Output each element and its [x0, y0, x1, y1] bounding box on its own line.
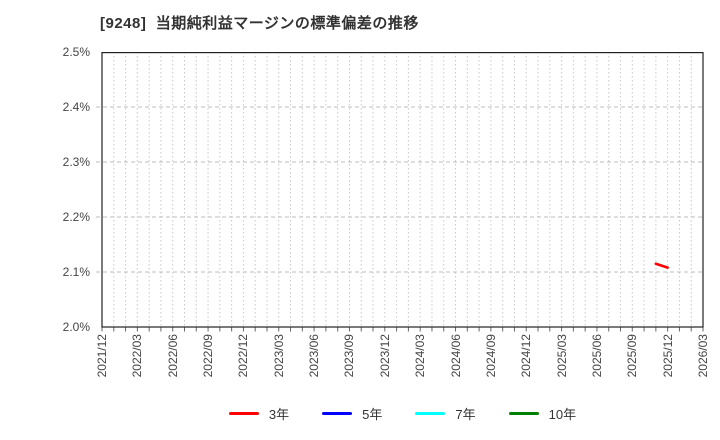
x-tick-label: 2025/06	[589, 334, 604, 378]
x-tick-label: 2025/03	[554, 334, 569, 378]
plot-area	[96, 52, 704, 332]
x-tick-label: 2023/09	[342, 334, 357, 378]
series-line-0	[654, 262, 669, 269]
x-tick-label: 2022/06	[165, 334, 180, 378]
legend: 3年 5年 7年 10年	[102, 404, 703, 422]
y-tick-label: 2.0%	[62, 320, 90, 334]
legend-line-icon	[228, 411, 259, 415]
x-tick-label: 2024/09	[483, 334, 498, 378]
legend-label: 10年	[548, 406, 577, 422]
y-tick-label: 2.3%	[62, 155, 90, 169]
x-tick-label: 2026/03	[696, 334, 710, 378]
x-tick-label: 2023/12	[377, 334, 392, 378]
x-tick-label: 2024/06	[448, 334, 463, 378]
legend-item-3年: 3年	[228, 404, 290, 423]
legend-label: 5年	[362, 406, 383, 422]
legend-item-5年: 5年	[322, 404, 382, 423]
x-tick-label: 2022/09	[201, 334, 216, 378]
y-tick-label: 2.5%	[62, 45, 90, 59]
x-tick-label: 2025/09	[625, 334, 640, 378]
y-tick-label: 2.2%	[62, 210, 90, 224]
x-tick-label: 2021/12	[95, 334, 109, 378]
legend-label: 7年	[455, 406, 476, 422]
x-tick-label: 2024/03	[413, 334, 428, 378]
legend-line-icon	[415, 411, 446, 415]
chart-title: [9248] 当期純利益マージンの標準偏差の推移	[100, 15, 419, 32]
legend-line-icon	[508, 411, 539, 415]
x-tick-label: 2023/06	[307, 334, 322, 378]
legend-item-7年: 7年	[415, 404, 476, 423]
x-tick-label: 2022/03	[130, 334, 145, 378]
y-tick-label: 2.4%	[62, 100, 90, 114]
x-tick-label: 2025/12	[660, 334, 675, 378]
x-tick-label: 2024/12	[519, 334, 534, 378]
legend-line-icon	[322, 411, 353, 415]
plot-border	[101, 52, 704, 328]
legend-item-10年: 10年	[508, 404, 577, 423]
legend-label: 3年	[268, 406, 290, 422]
x-tick-label: 2023/03	[271, 334, 286, 378]
x-tick-label: 2022/12	[236, 334, 251, 378]
y-tick-label: 2.1%	[62, 265, 90, 279]
